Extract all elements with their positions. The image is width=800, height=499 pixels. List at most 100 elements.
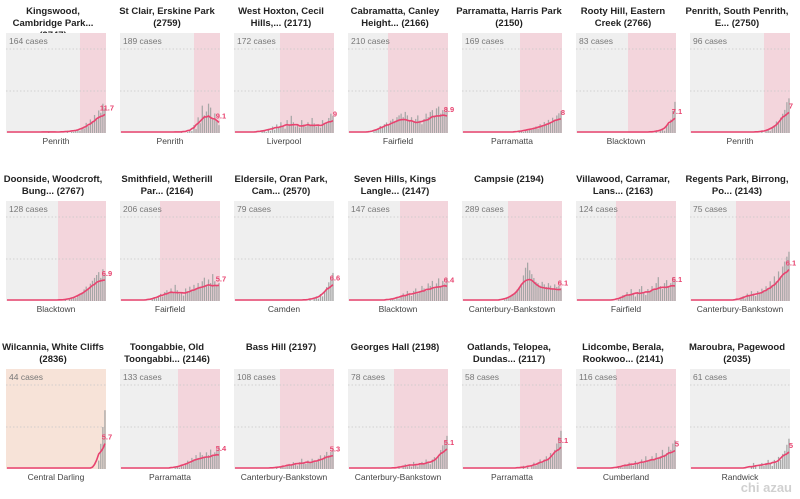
daily-cases-bar [189, 463, 191, 469]
daily-cases-bar [547, 283, 550, 301]
daily-cases-bar [537, 283, 539, 301]
daily-cases-bar [560, 430, 562, 469]
chart-svg: 6.1 [462, 201, 568, 301]
daily-cases-bar [674, 440, 676, 469]
daily-cases-bar [98, 272, 100, 301]
daily-cases-bar [552, 117, 554, 133]
daily-cases-bar [185, 288, 187, 301]
plot-area: 5.7 206 cases [120, 201, 226, 301]
daily-cases-bar [533, 127, 535, 133]
daily-cases-bar [191, 290, 193, 301]
max-cases-label: 124 cases [579, 204, 618, 214]
daily-cases-bar [406, 466, 408, 469]
daily-cases-bar [400, 113, 402, 133]
daily-cases-bar [539, 124, 541, 133]
daily-cases-bar [164, 292, 166, 301]
daily-cases-bar [537, 462, 539, 469]
daily-cases-bar [178, 467, 180, 469]
chart-panel: Regents Park, Birrong, Po... (2143) 6.1 75… [684, 168, 797, 328]
daily-cases-bar [442, 445, 444, 469]
daily-cases-bar [543, 122, 545, 133]
shaded-region [520, 369, 562, 469]
daily-cases-bar [102, 269, 104, 301]
daily-cases-bar [767, 288, 769, 301]
daily-cases-bar [326, 451, 328, 469]
daily-cases-bar [636, 462, 639, 469]
daily-cases-bar [155, 298, 158, 301]
daily-cases-bar [410, 466, 413, 469]
daily-cases-bar [771, 465, 773, 469]
rolling-average-line [463, 278, 562, 301]
daily-cases-bar [290, 465, 292, 469]
daily-cases-bar [210, 283, 212, 301]
daily-cases-bar [201, 455, 203, 469]
daily-cases-bar [435, 459, 438, 469]
max-cases-label: 133 cases [123, 372, 162, 382]
daily-cases-bar [187, 460, 189, 469]
rolling-average-line [577, 117, 676, 133]
rolling-average-line [691, 268, 790, 301]
rolling-average-line [235, 454, 334, 469]
chart-svg: 5.7 [120, 201, 226, 301]
daily-cases-bar [189, 131, 191, 133]
daily-cases-bar [427, 283, 429, 301]
daily-cases-bar [661, 128, 664, 133]
daily-cases-bar [670, 119, 672, 133]
daily-cases-bar [556, 443, 558, 469]
daily-cases-bar [404, 295, 406, 301]
daily-cases-bar [750, 291, 753, 301]
daily-cases-bar [392, 298, 394, 301]
last-value-label: 5.3 [330, 445, 340, 454]
last-value-label: 8.9 [444, 105, 454, 114]
daily-cases-bar [429, 285, 431, 301]
daily-cases-bar [433, 457, 436, 469]
daily-cases-bar [203, 277, 205, 301]
daily-cases-bar [626, 465, 628, 469]
rolling-average-line [463, 118, 562, 133]
daily-cases-bar [748, 296, 750, 301]
daily-cases-bar [653, 289, 655, 301]
max-cases-label: 147 cases [351, 204, 390, 214]
daily-cases-bar [643, 462, 645, 469]
chart-panel: Wilcannia, White Cliffs (2836) 5.7 44 case… [0, 336, 112, 496]
daily-cases-bar [512, 294, 514, 301]
plot-area: 5.7 44 cases [6, 369, 112, 469]
daily-cases-bar [321, 296, 324, 301]
lga-label: Central Darling [27, 472, 85, 482]
daily-cases-bar [93, 114, 96, 133]
daily-cases-bar [151, 299, 153, 301]
daily-cases-bar [529, 270, 531, 301]
plot-area: 6.6 79 cases [234, 201, 340, 301]
chart-svg: 9 [234, 33, 337, 133]
lga-label: Blacktown [378, 304, 418, 314]
last-value-label: 5.1 [444, 438, 454, 447]
watermark: chi azau [740, 480, 792, 495]
lga-label: Randwick [721, 472, 759, 482]
daily-cases-bar [541, 126, 543, 133]
daily-cases-bar [518, 131, 520, 133]
chart-panel: St Clair, Erskine Park (2759) 9.1 189 case… [114, 0, 226, 160]
daily-cases-bar [620, 465, 622, 469]
daily-cases-bar [531, 465, 533, 469]
daily-cases-bar [661, 449, 664, 469]
daily-cases-bar [214, 281, 216, 301]
plot-area: 6.1 75 cases [690, 201, 796, 301]
lga-label: Camden [267, 304, 301, 314]
daily-cases-bar [91, 280, 94, 301]
daily-cases-bar [622, 467, 624, 469]
chart-title: Seven Hills, Kings Langle... (2147) [353, 174, 437, 197]
daily-cases-bar [752, 293, 755, 301]
daily-cases-bar [187, 292, 189, 301]
daily-cases-bar [435, 283, 438, 301]
daily-cases-bar [547, 459, 550, 469]
lga-label: Canterbury-Bankstown [696, 304, 784, 314]
chart-title: Wilcannia, White Cliffs (2836) [2, 342, 104, 365]
daily-cases-bar [162, 296, 164, 301]
last-value-label: 9 [333, 110, 337, 119]
daily-cases-bar [427, 117, 429, 133]
plot-area: 9.1 189 cases [120, 33, 226, 133]
daily-cases-bar [185, 463, 187, 469]
plot-area: 5.3 108 cases [234, 369, 340, 469]
daily-cases-bar [326, 122, 328, 133]
daily-cases-bar [303, 462, 305, 469]
